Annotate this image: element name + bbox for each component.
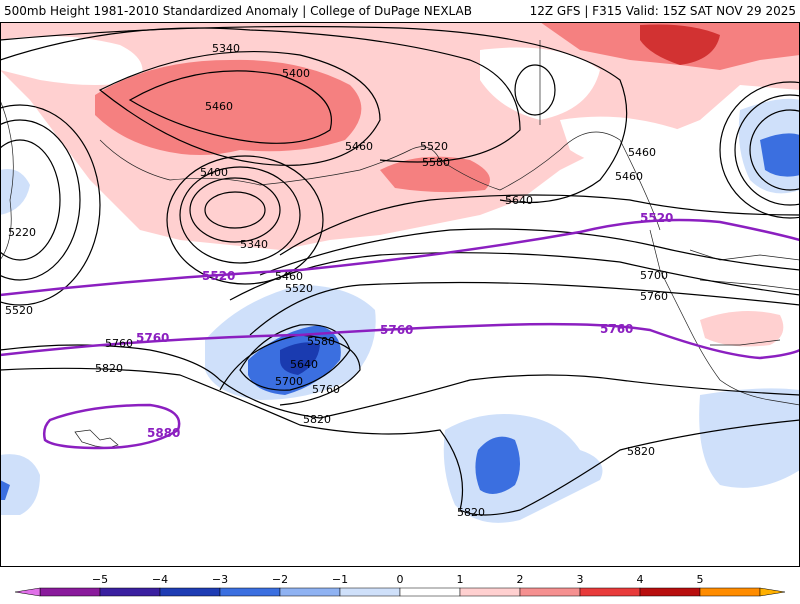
reference-contours-purple — [0, 218, 800, 450]
contour-label: 5400 — [200, 166, 228, 179]
contour-label: 5640 — [505, 194, 533, 207]
colorbar-tick-label: 1 — [457, 573, 464, 586]
colorbar-segment — [279, 587, 341, 597]
header-bar: 500mb Height 1981-2010 Standardized Anom… — [0, 0, 800, 22]
contour-label: 5820 — [457, 506, 485, 519]
colorbar-segment — [459, 587, 521, 597]
colorbar-tick-label: −2 — [272, 573, 288, 586]
colorbar-tick-label: −4 — [152, 573, 168, 586]
colorbar-segment — [579, 587, 641, 597]
contour-label: 5340 — [212, 42, 240, 55]
contour-label: 5820 — [303, 413, 331, 426]
contour-label: 5760 — [312, 383, 340, 396]
colorbar-segment — [99, 587, 161, 597]
colorbar-tick-label: 3 — [577, 573, 584, 586]
anomaly-map: 5340 5400 5460 5460 5520 5580 5400 5340 … — [0, 22, 800, 567]
purple-label: 5760 — [600, 322, 633, 336]
colorbar-max-arrow — [759, 587, 786, 597]
contour-labels: 5340 5400 5460 5460 5520 5580 5400 5340 … — [5, 42, 668, 519]
contour-label: 5520 — [285, 282, 313, 295]
contour-label: 5460 — [205, 100, 233, 113]
colorbar-tick-label: 0 — [397, 573, 404, 586]
contour-label: 5460 — [345, 140, 373, 153]
purple-label: 5520 — [640, 211, 673, 225]
contour-label: 5520 — [420, 140, 448, 153]
map-title: 500mb Height 1981-2010 Standardized Anom… — [4, 4, 472, 18]
colorbar-segment — [699, 587, 761, 597]
colorbar-segment — [339, 587, 401, 597]
colorbar-segment — [219, 587, 281, 597]
negative-anomaly-medium — [0, 133, 800, 500]
contour-label: 5700 — [640, 269, 668, 282]
contour-label: 5460 — [628, 146, 656, 159]
height-contours — [0, 25, 800, 516]
negative-anomaly-dark — [280, 342, 320, 375]
contour-label: 5820 — [95, 362, 123, 375]
contour-label: 5760 — [105, 337, 133, 350]
contour-label: 5640 — [290, 358, 318, 371]
contour-label: 5400 — [282, 67, 310, 80]
colorbar-tick-label: −5 — [92, 573, 108, 586]
coastlines — [0, 40, 800, 449]
contour-label: 5580 — [307, 335, 335, 348]
purple-label: 5880 — [147, 426, 180, 440]
contour-label: 5460 — [615, 170, 643, 183]
contour-label: 5220 — [8, 226, 36, 239]
colorbar-min-arrow — [14, 587, 41, 597]
colorbar-segment — [39, 587, 101, 597]
colorbar-segment — [399, 587, 461, 597]
contour-label: 5700 — [275, 375, 303, 388]
contour-label: 5460 — [275, 270, 303, 283]
colorbar-segment — [639, 587, 701, 597]
contour-label: 5760 — [640, 290, 668, 303]
colorbar-segment — [159, 587, 221, 597]
colorbar-tick-label: 2 — [517, 573, 524, 586]
purple-label: 5760 — [380, 323, 413, 337]
contour-label: 5520 — [5, 304, 33, 317]
purple-label: 5520 — [202, 269, 235, 283]
purple-label: 5760 — [136, 331, 169, 345]
contour-label: 5340 — [240, 238, 268, 251]
colorbar: −5 −4 −3 −2 −1 0 1 2 3 4 5 — [0, 568, 800, 600]
contour-label: 5580 — [422, 156, 450, 169]
valid-time: 12Z GFS | F315 Valid: 15Z SAT NOV 29 202… — [529, 4, 796, 18]
colorbar-segment — [519, 587, 581, 597]
colorbar-tick-label: 5 — [697, 573, 704, 586]
contour-label: 5820 — [627, 445, 655, 458]
purple-contour-labels: 5520 5520 5760 5760 5760 5880 — [136, 211, 673, 440]
colorbar-svg: −5 −4 −3 −2 −1 0 1 2 3 4 5 — [14, 573, 786, 597]
colorbar-tick-label: 4 — [637, 573, 644, 586]
positive-anomaly-dark — [640, 24, 720, 65]
colorbar-tick-label: −3 — [212, 573, 228, 586]
map-panel: 5340 5400 5460 5460 5520 5580 5400 5340 … — [0, 22, 800, 567]
colorbar-tick-label: −1 — [332, 573, 348, 586]
